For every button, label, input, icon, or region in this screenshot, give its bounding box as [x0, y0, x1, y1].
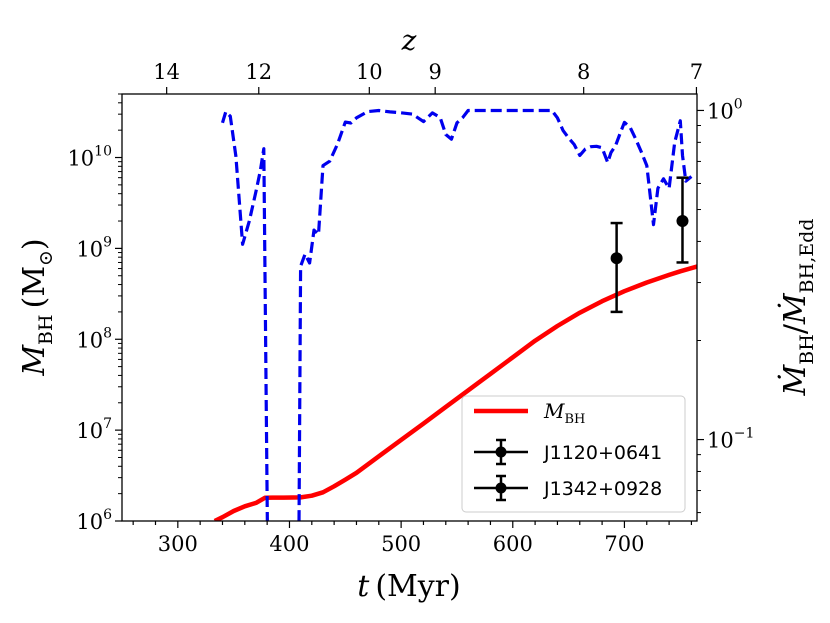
top-tick-label: 7 [690, 60, 703, 84]
x-tick-label: 700 [604, 532, 644, 556]
top-tick-label: 8 [577, 60, 590, 84]
plot-frame [121, 93, 698, 522]
y-axis-left-title: MBH(M⊙) [17, 238, 57, 376]
svg-text:ṀBH/ṀBH,Edd: ṀBH/ṀBH,Edd [777, 219, 818, 397]
y-left-tick-label: 1010 [67, 144, 112, 171]
legend-j1342-marker [474, 474, 528, 502]
y-left-tick-label: 109 [76, 234, 112, 261]
obs-point [676, 215, 689, 228]
top-tick-label: 10 [356, 60, 383, 84]
y-left-tick-label: 107 [76, 416, 112, 443]
x-axis-title: t (Myr) [357, 569, 460, 604]
svg-text:MBH(M⊙): MBH(M⊙) [17, 238, 57, 376]
top-tick-label: 14 [153, 60, 180, 84]
legend-box [461, 395, 686, 513]
series-mbh-line [213, 264, 697, 521]
legend-j1342-label: J1342+0928 [543, 478, 662, 500]
top-tick-label: 9 [428, 60, 441, 84]
x-tick-label: 400 [269, 532, 309, 556]
legend-mbh-label: MBH [543, 399, 585, 427]
series-layer [213, 108, 697, 521]
series-accretion-ratio-line [220, 108, 693, 521]
observations-layer [610, 176, 689, 314]
x-tick-label: 500 [381, 532, 421, 556]
y-left-tick-label: 106 [76, 507, 112, 534]
top-tick-label: 12 [245, 60, 272, 84]
obs-point [610, 252, 623, 265]
top-axis-title: z [401, 24, 417, 57]
y-right-tick-label: 10−1 [707, 426, 754, 453]
y-right-tick-label: 100 [707, 96, 743, 123]
x-tick-label: 600 [493, 532, 533, 556]
legend: MBH J1120+0641 J1342+0928 [461, 395, 686, 513]
legend-j1120-marker [474, 438, 528, 466]
y-axis-right-title: ṀBH/ṀBH,Edd [777, 219, 818, 397]
x-tick-label: 300 [158, 532, 198, 556]
legend-j1120-label: J1120+0641 [543, 442, 662, 464]
y-left-tick-label: 108 [76, 325, 112, 352]
